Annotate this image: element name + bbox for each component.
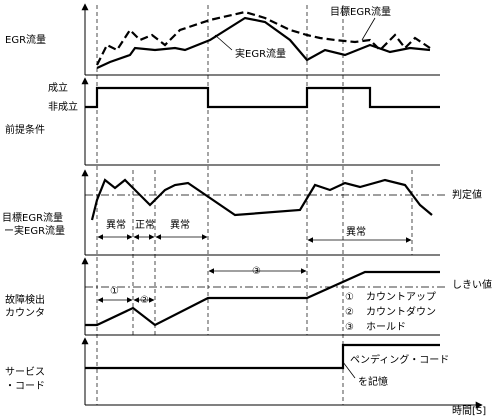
time-guides	[96, 5, 413, 405]
marker: ③	[252, 266, 261, 277]
y-label: サービス	[5, 366, 45, 378]
state-label: 正常	[135, 218, 155, 231]
counter-line	[85, 270, 440, 327]
marker: ①	[110, 286, 119, 297]
actual-egr-line	[96, 16, 431, 69]
condition-line	[85, 86, 440, 109]
annotation: を記憶	[358, 375, 388, 388]
leader	[361, 17, 376, 41]
state-label: 異常	[170, 218, 190, 231]
annotation: ペンディング・コード	[350, 353, 449, 366]
y-label: ー実EGR流量	[4, 224, 65, 237]
series-label: 目標EGR流量	[330, 5, 391, 18]
series-label: 実EGR流量	[235, 47, 286, 60]
target-egr-line	[96, 10, 431, 66]
y-label: 故障検出	[5, 293, 45, 306]
legend-marker: ②	[345, 307, 354, 318]
marker: ②	[140, 295, 149, 306]
difference-line	[90, 178, 433, 221]
state-label: 異常	[106, 218, 126, 231]
y-label: 目標EGR流量	[2, 211, 63, 224]
legend-text: ホールド	[366, 321, 406, 333]
leader	[214, 34, 233, 51]
threshold-label: 判定値	[452, 188, 482, 201]
threshold-label: しきい値	[452, 278, 492, 291]
legend-text: カウントダウン	[366, 305, 436, 318]
level-label: 成立	[48, 81, 68, 94]
y-label: ・コード	[5, 381, 45, 392]
y-label: 前提条件	[5, 123, 45, 136]
level-label: 非成立	[48, 100, 78, 113]
y-label: EGR流量	[5, 33, 46, 46]
y-label: カウンタ	[5, 307, 45, 319]
leader	[342, 361, 356, 379]
service-code-line	[85, 343, 440, 370]
legend-marker: ①	[345, 292, 354, 303]
legend-text: カウントアップ	[366, 291, 436, 303]
legend-marker: ③	[345, 322, 354, 333]
state-label: 異常	[346, 225, 366, 238]
axes	[81, 3, 483, 409]
x-label: 時間[S]	[452, 405, 486, 417]
